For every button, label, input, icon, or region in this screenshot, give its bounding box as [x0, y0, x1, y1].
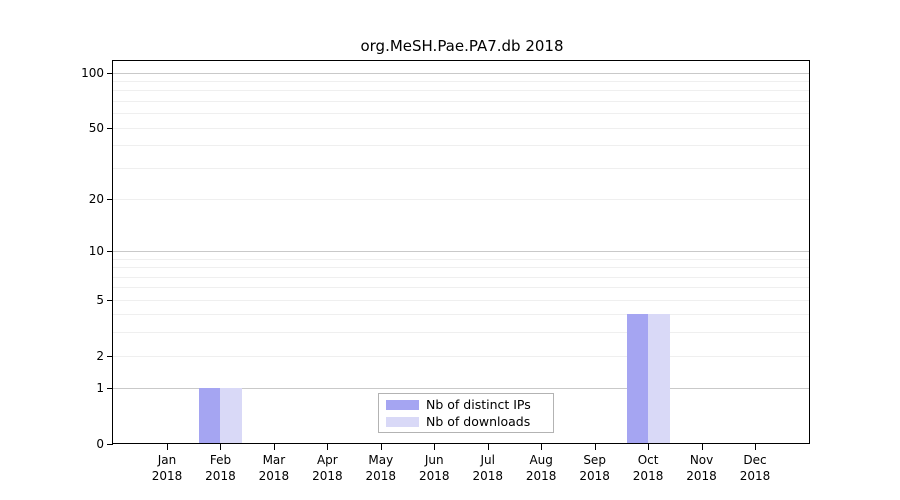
x-tick-label: Jun 2018	[418, 453, 450, 483]
minor-gridline	[113, 314, 809, 316]
x-tick-mark	[541, 444, 543, 450]
x-tick-mark	[701, 444, 703, 450]
x-tick-label: Sep 2018	[579, 453, 610, 483]
major-gridline	[113, 72, 809, 74]
y-tick-mark	[107, 198, 113, 200]
y-tick-label: 100	[81, 65, 104, 80]
x-tick-label: Feb 2018	[205, 453, 236, 483]
y-tick-label: 2	[96, 348, 104, 363]
legend-label-distinct-ips: Nb of distinct IPs	[426, 397, 531, 412]
plot-area-border	[112, 60, 810, 444]
minor-gridline	[113, 127, 809, 129]
major-gridline	[113, 388, 809, 390]
x-tick-mark	[434, 444, 436, 450]
minor-gridline	[113, 276, 809, 278]
x-tick-mark	[594, 444, 596, 450]
bar-nb-of-downloads-feb	[220, 388, 242, 444]
minor-gridline	[113, 332, 809, 334]
chart-title: org.MeSH.Pae.PA7.db 2018	[360, 37, 564, 55]
x-tick-label: Mar 2018	[258, 453, 290, 483]
minor-gridline	[113, 355, 809, 357]
x-tick-label: Aug 2018	[525, 453, 557, 483]
x-tick-mark	[755, 444, 756, 450]
minor-gridline	[113, 100, 809, 102]
y-tick-mark	[107, 388, 113, 390]
x-tick-label: Oct 2018	[632, 453, 664, 483]
x-tick-label: Dec 2018	[739, 453, 771, 483]
y-tick-mark	[107, 444, 113, 445]
y-tick-label: 0	[96, 437, 104, 451]
legend: Nb of distinct IPs Nb of downloads	[378, 393, 554, 433]
minor-gridline	[113, 90, 809, 92]
minor-gridline	[113, 299, 809, 301]
legend-item-downloads: Nb of downloads	[386, 413, 546, 430]
y-tick-label: 20	[88, 191, 104, 206]
y-tick-mark	[107, 72, 113, 74]
bar-nb-of-downloads-oct	[648, 314, 670, 444]
minor-gridline	[113, 113, 809, 115]
minor-gridline	[113, 287, 809, 289]
x-tick-label: Jul 2018	[472, 453, 503, 483]
y-tick-mark	[107, 127, 113, 129]
legend-item-distinct-ips: Nb of distinct IPs	[386, 396, 546, 413]
y-tick-label: 10	[88, 243, 104, 258]
minor-gridline	[113, 145, 809, 147]
y-tick-label: 1	[96, 381, 104, 396]
x-tick-mark	[327, 444, 329, 450]
x-tick-label: Jan 2018	[151, 453, 183, 483]
x-tick-mark	[220, 444, 222, 450]
major-gridline	[113, 250, 809, 252]
x-tick-mark	[167, 444, 168, 450]
minor-gridline	[113, 80, 809, 82]
y-tick-mark	[107, 299, 113, 301]
x-tick-label: Apr 2018	[312, 453, 343, 483]
y-tick-mark	[107, 355, 113, 357]
bar-nb-of-distinct-ips-oct	[626, 314, 649, 444]
bar-nb-of-distinct-ips-feb	[198, 388, 221, 444]
minor-gridline	[113, 167, 809, 169]
x-tick-mark	[273, 444, 275, 450]
x-tick-mark	[648, 444, 650, 450]
x-tick-mark	[380, 444, 382, 450]
y-tick-mark	[107, 250, 113, 252]
minor-gridline	[113, 267, 809, 269]
legend-swatch-distinct-ips	[386, 399, 419, 410]
x-tick-label: May 2018	[365, 453, 397, 483]
legend-label-downloads: Nb of downloads	[426, 414, 531, 429]
y-tick-label: 5	[96, 292, 104, 307]
x-tick-mark	[487, 444, 489, 450]
y-tick-label: 50	[88, 120, 104, 135]
x-tick-label: Nov 2018	[686, 453, 717, 483]
minor-gridline	[113, 258, 809, 260]
legend-swatch-downloads	[386, 416, 419, 427]
minor-gridline	[113, 198, 809, 200]
